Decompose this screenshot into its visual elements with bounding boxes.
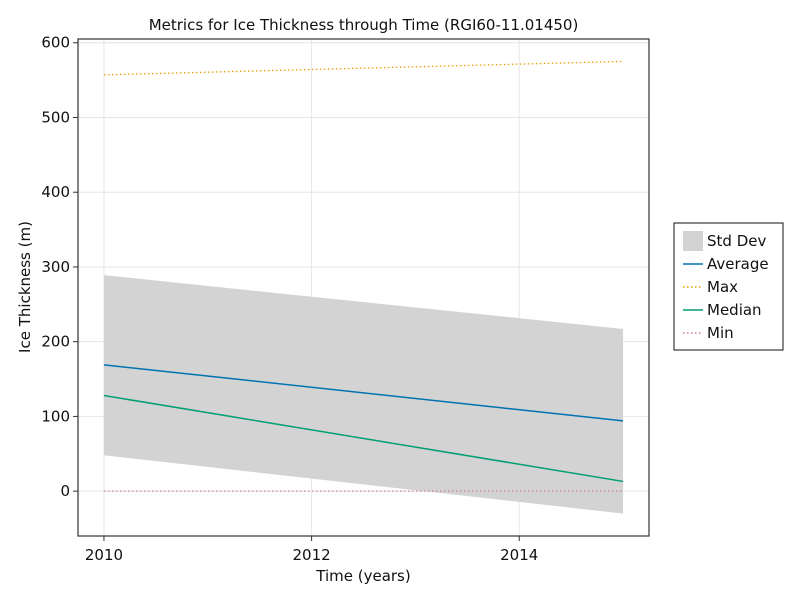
x-tick-label: 2012 (292, 546, 330, 564)
y-tick-label: 400 (41, 183, 70, 201)
y-tick-label: 200 (41, 333, 70, 351)
plot-area (103, 60, 624, 514)
legend-label: Max (707, 278, 738, 296)
x-axis-label: Time (years) (315, 567, 410, 585)
chart-title: Metrics for Ice Thickness through Time (… (149, 16, 579, 34)
plot-frame (77, 38, 650, 537)
series-line-average (103, 364, 624, 422)
y-axis: 0 100 200 300 400 500 600 (41, 34, 78, 500)
std-dev-band (103, 275, 624, 514)
legend-label: Std Dev (707, 232, 766, 250)
y-tick-label: 600 (41, 34, 70, 52)
legend: Std Dev Average Max Median Min (673, 222, 784, 351)
y-tick-label: 100 (41, 407, 70, 425)
y-axis-label: Ice Thickness (m) (16, 221, 34, 353)
series-line-median (103, 394, 624, 483)
legend-label: Average (707, 255, 769, 273)
legend-swatch-std-dev (683, 231, 703, 251)
legend-label: Median (707, 301, 762, 319)
series-line-max (103, 60, 624, 76)
x-axis: 2010 2012 2014 (85, 536, 538, 564)
y-tick-label: 500 (41, 108, 70, 126)
x-tick-label: 2014 (500, 546, 538, 564)
x-tick-label: 2010 (85, 546, 123, 564)
y-tick-label: 0 (60, 482, 70, 500)
legend-label: Min (707, 324, 734, 342)
y-tick-label: 300 (41, 258, 70, 276)
